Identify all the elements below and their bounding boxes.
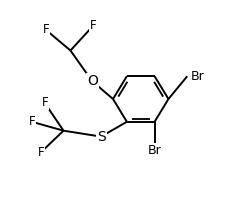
- Text: F: F: [42, 23, 49, 36]
- Text: F: F: [41, 96, 48, 109]
- Text: F: F: [89, 19, 96, 32]
- Text: F: F: [28, 115, 35, 128]
- Text: O: O: [86, 74, 97, 88]
- Text: Br: Br: [190, 70, 204, 83]
- Text: F: F: [37, 146, 44, 159]
- Text: S: S: [96, 130, 105, 144]
- Text: Br: Br: [147, 144, 161, 157]
